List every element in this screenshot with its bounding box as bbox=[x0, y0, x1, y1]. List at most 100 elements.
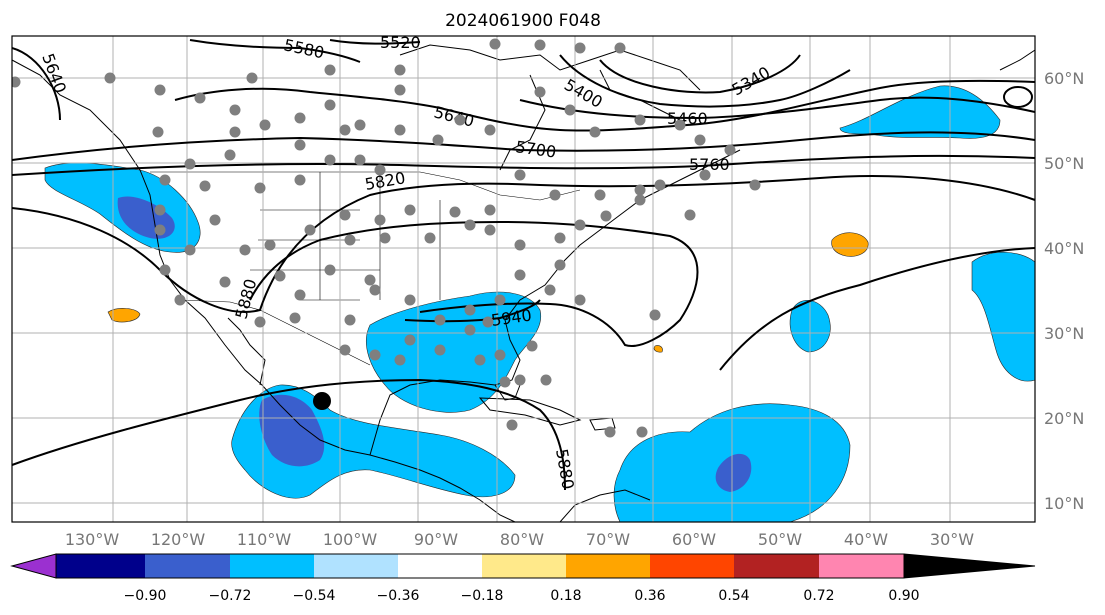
shade-orange-atlantic bbox=[831, 232, 869, 257]
station-marker bbox=[254, 182, 266, 194]
station-marker bbox=[554, 232, 566, 244]
station-marker bbox=[154, 204, 166, 216]
station-marker bbox=[589, 126, 601, 138]
height-contours bbox=[12, 39, 1035, 491]
station-marker bbox=[154, 84, 166, 96]
colorbar-segment bbox=[56, 554, 145, 578]
shaded-fields bbox=[44, 85, 1035, 522]
station-marker bbox=[634, 114, 646, 126]
colorbar-tick-label: −0.54 bbox=[293, 588, 336, 604]
station-marker bbox=[379, 232, 391, 244]
lat-tick-label: 60°N bbox=[1044, 69, 1084, 88]
shade-blob-caribbean-core bbox=[715, 453, 752, 492]
station-marker bbox=[209, 214, 221, 226]
station-marker bbox=[749, 179, 761, 191]
station-marker bbox=[684, 209, 696, 221]
colorbar-tick-label: 0.36 bbox=[634, 588, 665, 604]
station-marker bbox=[514, 269, 526, 281]
station-marker bbox=[184, 244, 196, 256]
station-marker bbox=[394, 64, 406, 76]
station-marker bbox=[374, 164, 386, 176]
station-marker bbox=[194, 92, 206, 104]
station-marker bbox=[404, 204, 416, 216]
station-markers bbox=[12, 38, 761, 438]
shade-blob-mexico-core bbox=[259, 394, 325, 467]
station-marker bbox=[404, 334, 416, 346]
station-marker bbox=[154, 224, 166, 236]
lat-tick-label: 50°N bbox=[1044, 154, 1084, 173]
station-marker bbox=[494, 294, 506, 306]
colorbar-tick-label: 0.18 bbox=[550, 588, 581, 604]
contour-5880 bbox=[249, 220, 699, 347]
contour-5520 bbox=[329, 39, 421, 45]
station-marker bbox=[574, 42, 586, 54]
colorbar-extend-low bbox=[10, 553, 57, 579]
contour-closed-low bbox=[1003, 86, 1033, 108]
station-marker bbox=[484, 224, 496, 236]
station-marker bbox=[604, 426, 616, 438]
lon-tick-label: 60°W bbox=[672, 530, 716, 549]
station-marker bbox=[159, 264, 171, 276]
station-marker bbox=[514, 374, 526, 386]
contour-5460 bbox=[519, 96, 1035, 120]
station-marker bbox=[432, 134, 444, 146]
shade-orange-small bbox=[653, 345, 663, 353]
station-marker bbox=[454, 114, 466, 126]
station-marker bbox=[394, 84, 406, 96]
station-marker bbox=[494, 349, 506, 361]
station-marker bbox=[614, 42, 626, 54]
colorbar-tick-label: 0.90 bbox=[888, 588, 919, 604]
station-marker bbox=[339, 124, 351, 136]
lon-tick-label: 30°W bbox=[930, 530, 974, 549]
colorbar-tick-label: 0.72 bbox=[803, 588, 834, 604]
station-marker bbox=[694, 134, 706, 146]
station-marker bbox=[434, 314, 446, 326]
station-marker bbox=[449, 206, 461, 218]
lon-tick-label: 70°W bbox=[586, 530, 630, 549]
station-marker bbox=[374, 214, 386, 226]
lon-tick-label: 90°W bbox=[414, 530, 458, 549]
shade-blob-east-atlantic bbox=[971, 251, 1035, 382]
contour-5580 bbox=[189, 39, 361, 63]
colorbar-segment bbox=[230, 554, 314, 578]
lat-tick-label: 20°N bbox=[1044, 409, 1084, 428]
station-marker bbox=[304, 224, 316, 236]
station-marker bbox=[246, 72, 258, 84]
colorbar-tick-label: −0.36 bbox=[377, 588, 420, 604]
lon-tick-label: 100°W bbox=[323, 530, 378, 549]
colorbar-tick-label: −0.18 bbox=[461, 588, 504, 604]
figure-title: 2024061900 F048 bbox=[445, 11, 601, 31]
station-marker bbox=[324, 99, 336, 111]
station-marker bbox=[369, 284, 381, 296]
station-marker bbox=[514, 239, 526, 251]
station-marker bbox=[464, 219, 476, 231]
station-marker bbox=[294, 139, 306, 151]
station-marker bbox=[274, 270, 286, 282]
station-marker bbox=[339, 344, 351, 356]
colorbar-tick-label: −0.90 bbox=[124, 588, 167, 604]
station-marker bbox=[474, 354, 486, 366]
station-marker bbox=[104, 72, 116, 84]
lon-tick-label: 130°W bbox=[65, 530, 120, 549]
station-marker bbox=[484, 204, 496, 216]
lon-tick-label: 50°W bbox=[758, 530, 802, 549]
station-marker bbox=[699, 169, 711, 181]
colorbar-tick-label: −0.72 bbox=[209, 588, 252, 604]
station-marker bbox=[674, 119, 686, 131]
station-marker bbox=[464, 304, 476, 316]
station-marker bbox=[634, 184, 646, 196]
station-marker bbox=[229, 126, 241, 138]
colorbar-segment bbox=[819, 554, 904, 578]
station-marker bbox=[394, 354, 406, 366]
lon-tick-label: 110°W bbox=[237, 530, 292, 549]
station-marker bbox=[259, 119, 271, 131]
station-marker bbox=[324, 264, 336, 276]
station-marker bbox=[464, 324, 476, 336]
station-marker bbox=[264, 239, 276, 251]
lat-tick-labels: 60°N 50°N 40°N 30°N 20°N 10°N bbox=[1044, 69, 1084, 513]
station-marker bbox=[404, 294, 416, 306]
station-marker bbox=[12, 76, 21, 88]
station-marker bbox=[489, 38, 501, 50]
station-marker bbox=[229, 104, 241, 116]
